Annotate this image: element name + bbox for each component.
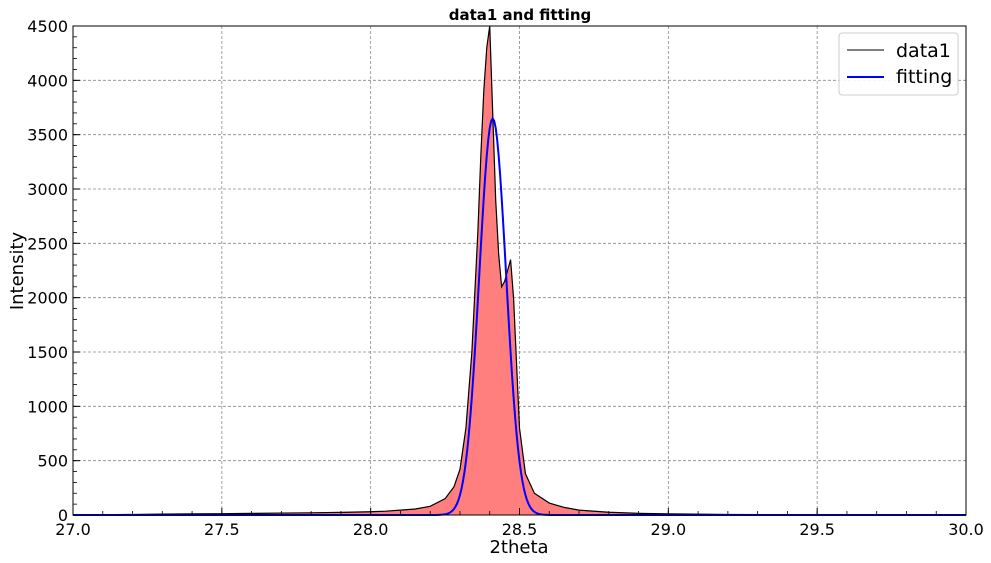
x-tick-label: 29.5 [799,520,835,539]
y-tick-label: 4500 [27,17,68,36]
ticks [72,25,967,516]
data1-line [72,25,967,516]
y-tick-label: 1000 [27,397,68,416]
y-tick-label: 0 [58,506,68,525]
y-tick-label: 3500 [27,126,68,145]
x-tick-label: 28.5 [502,520,538,539]
x-tick-label: 28.0 [353,520,389,539]
x-axis-title: 2theta [489,537,548,558]
y-axis-title: Intensity [7,231,28,310]
x-tick-label: 29.0 [651,520,687,539]
legend-label-fitting: fitting [896,66,952,88]
y-tick-label: 2000 [27,289,68,308]
y-tick-label: 4000 [27,71,68,90]
y-tick-label: 500 [37,452,68,471]
chart-title: data1 and fitting [449,6,592,24]
y-tick-label: 2500 [27,234,68,253]
x-tick-label: 27.0 [55,520,91,539]
x-tick-labels: 27.0 27.5 28.0 28.5 29.0 29.5 30.0 [55,520,984,539]
x-tick-label: 30.0 [948,520,984,539]
x-tick-label: 27.5 [204,520,240,539]
series-layer [72,25,967,516]
y-tick-labels: 0 500 1000 1500 2000 2500 3000 3500 4000 4500 [27,17,68,525]
y-tick-label: 1500 [27,343,68,362]
y-tick-label: 3000 [27,180,68,199]
legend-label-data1: data1 [896,40,951,62]
legend: data1 fitting [838,32,959,96]
legend-box [838,32,959,96]
data1-fill [73,26,966,515]
